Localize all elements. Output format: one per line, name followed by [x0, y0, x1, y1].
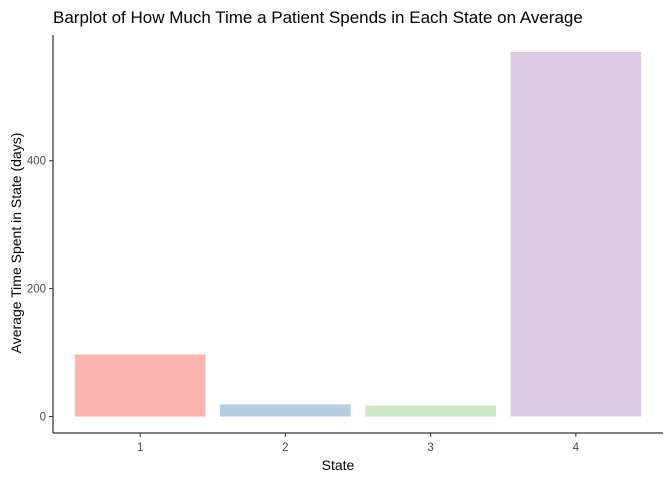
- y-tick-label: 200: [27, 284, 46, 296]
- bar-state-3: [365, 405, 496, 417]
- y-tick-label: 0: [40, 412, 46, 424]
- bars-layer: [74, 52, 642, 417]
- x-ticks-layer: 1 2 3 4: [137, 433, 580, 454]
- bar-state-4: [510, 52, 642, 417]
- chart-title: Barplot of How Much Time a Patient Spend…: [53, 8, 583, 27]
- x-axis-title: State: [322, 457, 355, 473]
- x-tick-label: 2: [282, 442, 288, 454]
- y-tick-label: 400: [27, 156, 46, 168]
- y-ticks-layer: 0 200 400: [27, 156, 53, 424]
- x-tick-label: 3: [427, 442, 433, 454]
- x-tick-label: 4: [573, 442, 580, 454]
- x-tick-label: 1: [137, 442, 143, 454]
- bar-state-2: [220, 404, 351, 417]
- bar-state-1: [74, 354, 206, 417]
- y-axis-title: Average Time Spent in State (days): [8, 133, 24, 354]
